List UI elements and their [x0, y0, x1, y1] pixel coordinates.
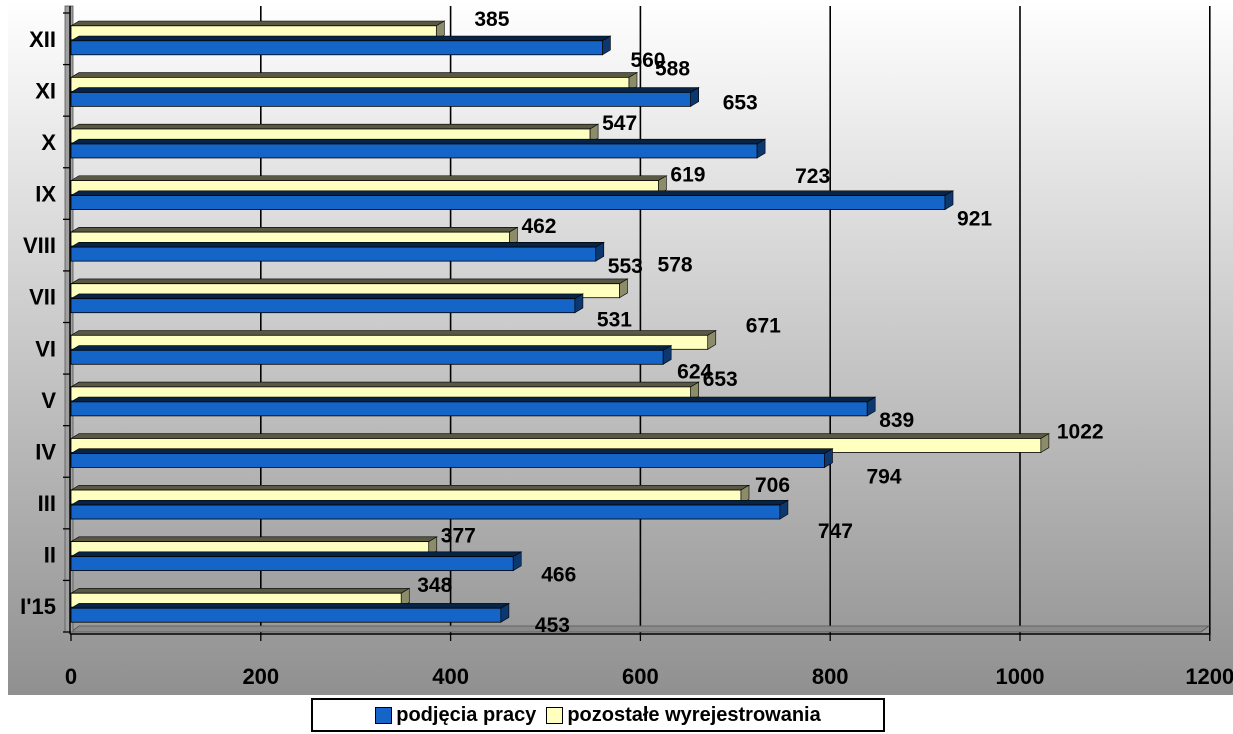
bar-series-1 — [69, 396, 877, 417]
x-tick-label: 1200 — [1185, 664, 1233, 689]
bar-series-1 — [69, 241, 605, 262]
x-tick-label: 1000 — [996, 664, 1045, 689]
category-label: V — [41, 388, 56, 413]
data-label-series-2: 653 — [703, 368, 738, 391]
data-label-series-2: 619 — [670, 164, 705, 187]
data-label-series-2: 385 — [474, 8, 509, 31]
data-label-series-1: 466 — [541, 564, 576, 587]
data-label-series-1: 560 — [630, 49, 665, 72]
category-label: IV — [35, 439, 56, 464]
bar-series-1 — [69, 293, 585, 314]
bar-chart: 348 453 377 466 706 747 1022 794 653 839 671 624 578… — [8, 0, 1233, 695]
bar-series-1 — [69, 138, 767, 159]
category-label: VI — [35, 336, 56, 361]
category-label: VIII — [23, 233, 56, 258]
x-tick-label: 200 — [242, 664, 279, 689]
bar-series-1 — [69, 602, 510, 623]
data-label-series-2: 671 — [746, 314, 781, 337]
data-label-series-1: 531 — [597, 309, 632, 332]
legend-item-series-2: pozostałe wyrejestrowania — [546, 703, 821, 727]
data-label-series-1: 453 — [535, 614, 570, 637]
data-label-series-2: 706 — [755, 474, 790, 497]
data-label-series-2: 462 — [521, 215, 556, 238]
bar-series-1 — [69, 551, 523, 572]
x-tick-label: 400 — [432, 664, 469, 689]
legend-label-series-1: podjęcia pracy — [396, 703, 537, 726]
bars — [69, 20, 1050, 623]
data-label-series-1: 653 — [723, 91, 758, 114]
data-label-series-2: 377 — [441, 525, 476, 548]
data-label-series-1: 794 — [867, 465, 902, 488]
axes — [63, 5, 1211, 641]
bar-series-1 — [69, 448, 834, 468]
x-tick-label: 600 — [622, 664, 659, 689]
data-label-series-2: 547 — [602, 112, 637, 135]
legend-swatch-series-2 — [546, 706, 564, 724]
legend-label-series-2: pozostałe wyrejestrowania — [567, 703, 821, 726]
data-label-series-1: 839 — [879, 409, 914, 432]
category-label: III — [38, 491, 56, 516]
category-label: X — [41, 130, 56, 155]
legend-item-series-1: podjęcia pracy — [375, 704, 536, 727]
bar-series-1 — [69, 190, 955, 211]
x-tick-label: 800 — [812, 664, 849, 689]
bar-series-1 — [69, 499, 789, 520]
legend: podjęcia pracy pozostałe wyrejestrowania — [311, 698, 885, 732]
category-label: XI — [35, 78, 56, 103]
category-label: IX — [35, 182, 56, 207]
category-label: II — [44, 543, 56, 568]
bar-series-1 — [69, 87, 700, 107]
category-label: VII — [29, 285, 56, 310]
data-label-series-1: 921 — [957, 208, 992, 231]
category-label: I'15 — [20, 594, 56, 619]
data-label-series-1: 624 — [677, 360, 712, 383]
data-labels: 348 453 377 466 706 747 1022 794 653 839 671 624 578… — [417, 8, 1103, 637]
bar-series-1 — [69, 344, 673, 365]
x-tick-label: 0 — [65, 664, 77, 689]
data-label-series-2: 1022 — [1057, 420, 1104, 443]
data-label-series-2: 588 — [655, 57, 690, 80]
data-label-series-1: 553 — [608, 255, 643, 278]
data-label-series-2: 348 — [417, 574, 452, 597]
plot-floor — [69, 625, 1211, 633]
category-label: XII — [29, 27, 56, 52]
data-label-series-1: 723 — [795, 165, 830, 188]
legend-swatch-series-1 — [375, 706, 393, 724]
tick-labels: 0 200 400 600 800 1000 1200I'15IIIIIIVVVIVIIVI… — [20, 27, 1233, 689]
gridlines — [259, 6, 1211, 635]
bar-series-1 — [69, 35, 612, 56]
data-label-series-1: 747 — [818, 520, 853, 543]
data-label-series-2: 578 — [658, 254, 693, 277]
